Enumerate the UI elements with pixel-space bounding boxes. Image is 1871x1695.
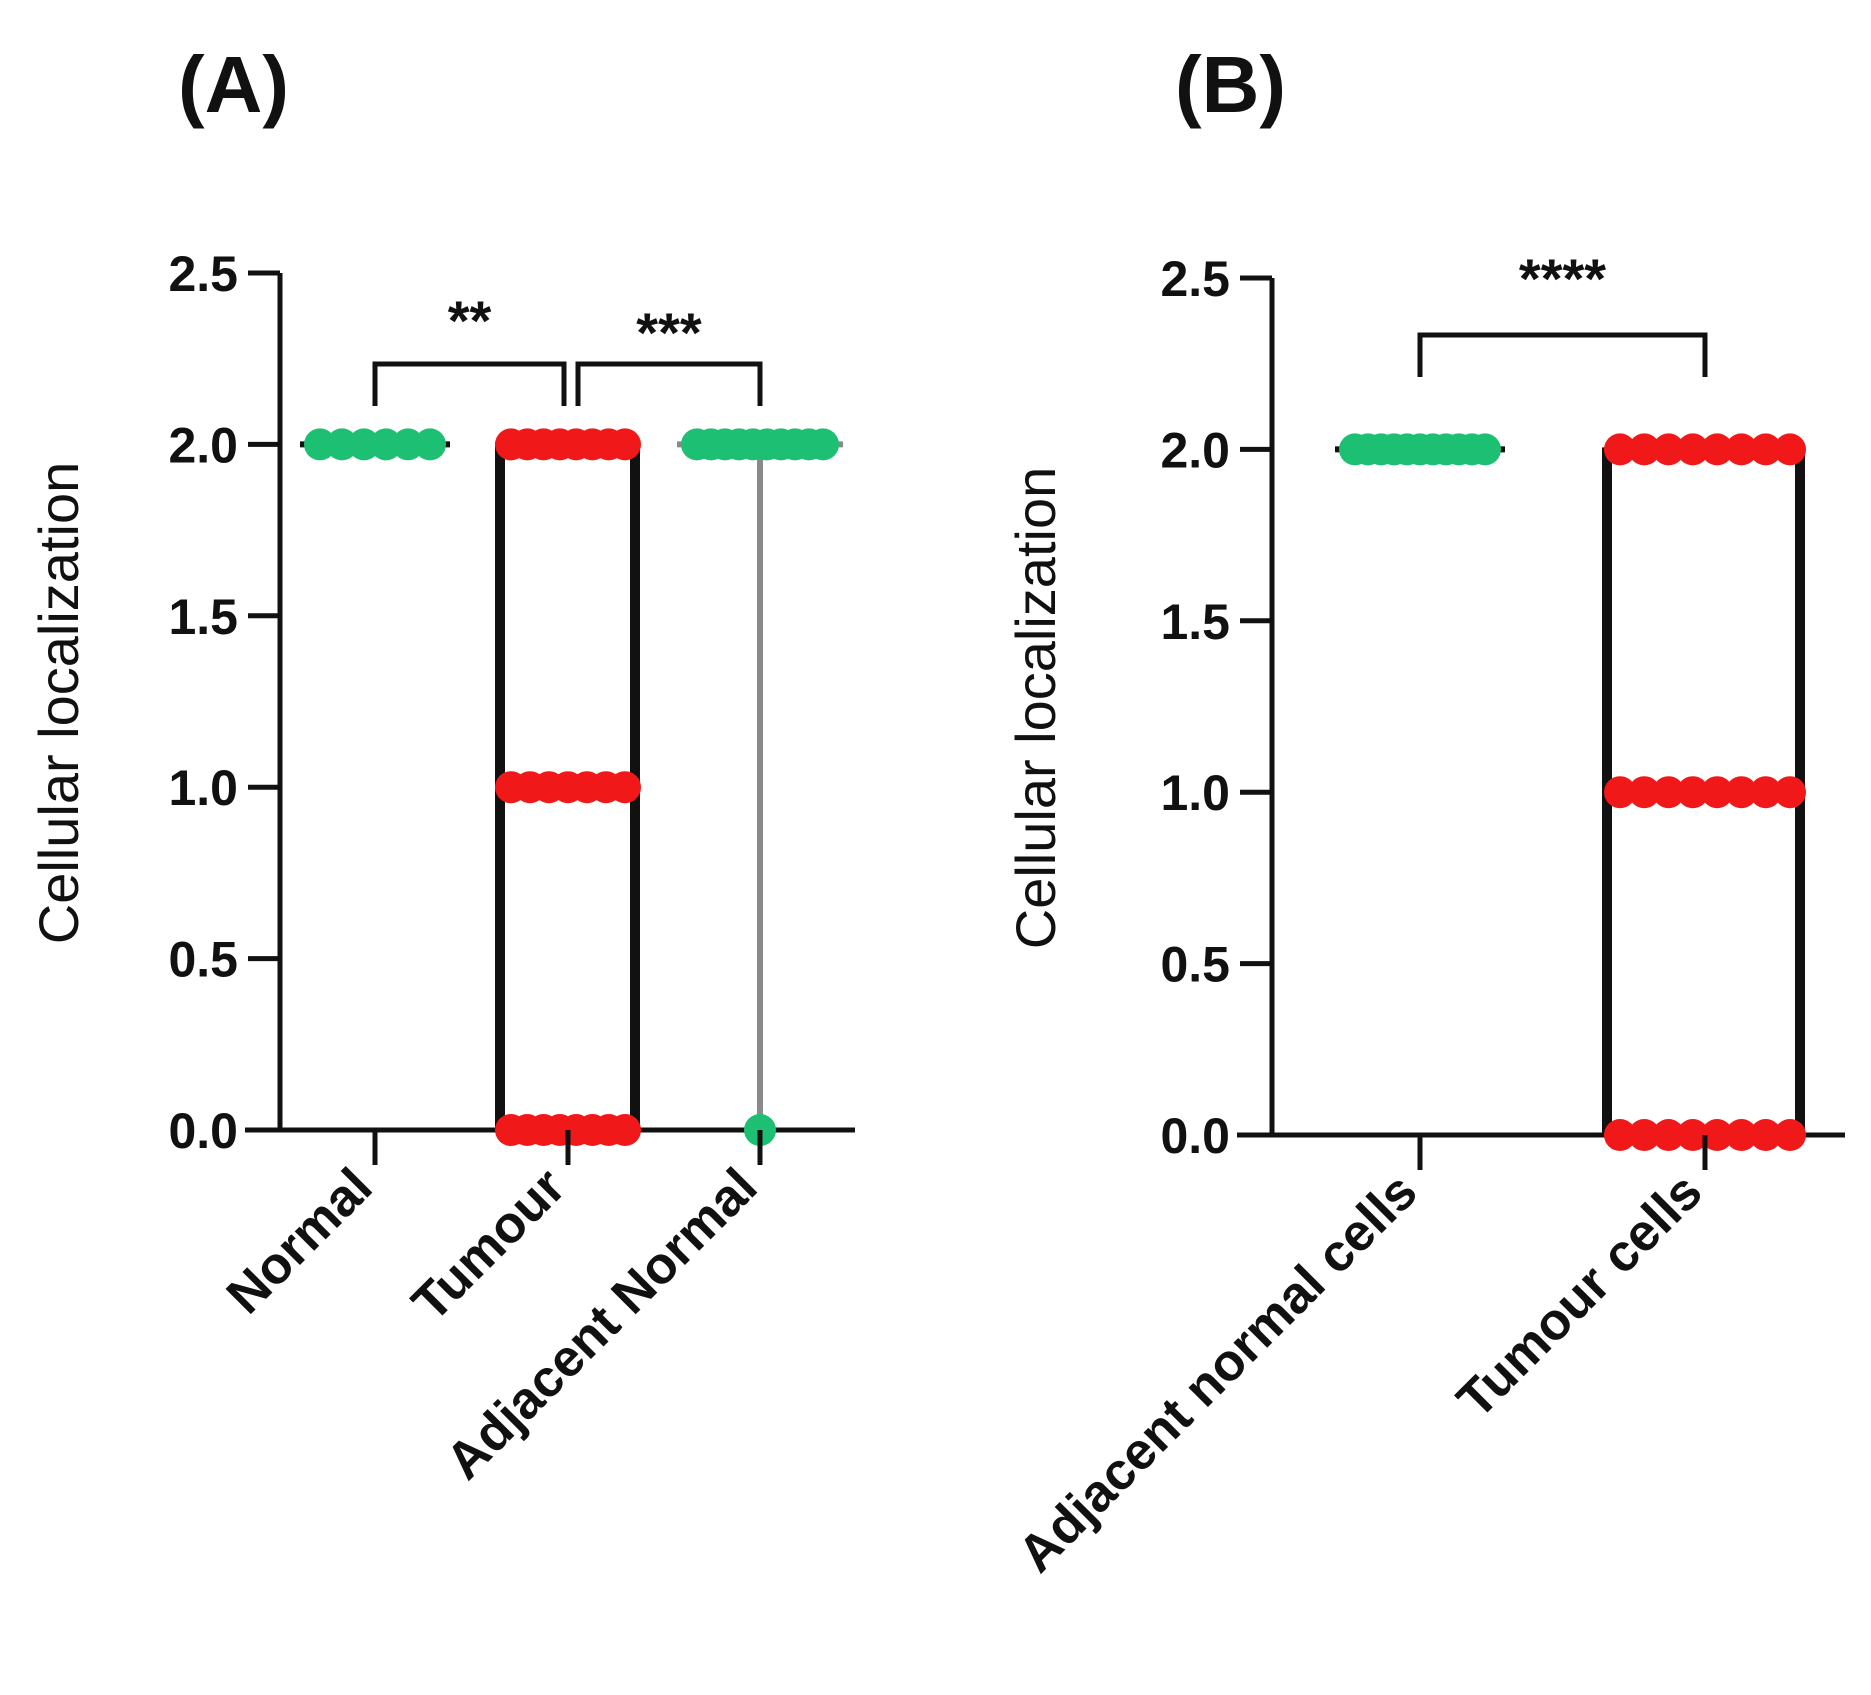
panel-b-data-point xyxy=(1749,1119,1782,1151)
panel-b-y-tick-label: 2.0 xyxy=(1160,422,1230,478)
panel-a-data-point xyxy=(348,428,380,461)
panel-b-significance-bracket xyxy=(1417,332,1708,377)
panel-b-y-tick-label: 0.5 xyxy=(1160,937,1230,993)
panel-a-data-point xyxy=(807,428,839,461)
panel-b-significance: **** xyxy=(1417,247,1708,377)
panel-a-data-point xyxy=(304,428,336,461)
panel-a-significance-bracket xyxy=(575,361,763,406)
panel-b-y-tick-label: 0.0 xyxy=(1160,1108,1230,1164)
panel-b-category-label: Adjacent normal cells xyxy=(1007,1162,1428,1583)
panel-b-data-point xyxy=(1774,776,1806,809)
panel-b-data-point xyxy=(1725,1119,1758,1151)
panel-b-significance-label: **** xyxy=(1519,247,1606,310)
panel-a-data-point xyxy=(392,428,424,461)
panel-b-y-tick-label: 1.0 xyxy=(1160,765,1230,821)
panel-a-y-ticks: 0.0 0.5 1.0 1.5 2.0 2.5 xyxy=(168,246,280,1159)
panel-b-y-axis-title: Cellular localization xyxy=(1004,467,1067,949)
panel-b-data-point xyxy=(1676,1119,1709,1151)
panel-b-data-point xyxy=(1628,1119,1661,1151)
panel-a-data-point xyxy=(326,428,358,461)
panel-a-y-tick-label: 1.5 xyxy=(168,589,238,645)
panel-b-y-ticks: 0.0 0.5 1.0 1.5 2.0 2.5 xyxy=(1160,251,1272,1164)
panel-a-y-axis-title: Cellular localization xyxy=(27,462,90,944)
panel-b-points xyxy=(1339,433,1806,1151)
panel-b-data-point xyxy=(1604,433,1636,466)
panel-a-y-tick-label: 1.0 xyxy=(168,760,238,816)
panel-b-data-point xyxy=(1701,1119,1734,1151)
panel-a-data-point xyxy=(370,428,402,461)
panel-a-significance-label: ** xyxy=(448,289,492,352)
panel-a-y-tick-label: 2.5 xyxy=(168,246,238,302)
panel-b-data-point xyxy=(1652,1119,1685,1151)
panel-a-category-label: Tumour xyxy=(401,1157,576,1332)
panel-b-data-point xyxy=(1604,1119,1636,1151)
panel-b-y-tick-label: 1.5 xyxy=(1160,594,1230,650)
panel-a-category-label: Normal xyxy=(216,1157,384,1325)
panel-b-y-tick-label: 2.5 xyxy=(1160,251,1230,307)
panel-b-data-point xyxy=(1652,433,1685,466)
panel-a-data-point xyxy=(609,771,641,804)
panel-b-label: (B) xyxy=(1175,40,1286,129)
panel-b-data-point xyxy=(1628,776,1661,809)
panel-b-data-point xyxy=(1749,776,1782,809)
panel-b-data-point xyxy=(1774,1119,1806,1151)
panel-b-data-point xyxy=(1701,776,1734,809)
panel-b-data-point xyxy=(1469,433,1501,466)
panel-a-data-point xyxy=(609,1114,641,1146)
panel-b-categories: Adjacent normal cells Tumour cells xyxy=(1007,1135,1713,1584)
panel-a: (A) Cellular localization 0.0 0.5 1.0 1.5 2.… xyxy=(27,40,855,1491)
panel-b-data-point xyxy=(1701,433,1734,466)
panel-a-significance: ** *** xyxy=(372,289,763,406)
panel-a-points xyxy=(304,428,839,1146)
panel-b-data-point xyxy=(1774,433,1806,466)
panel-a-label: (A) xyxy=(178,40,289,129)
panel-b-data-point xyxy=(1676,776,1709,809)
panel-b-data-point xyxy=(1676,433,1709,466)
panel-b-data-point xyxy=(1628,433,1661,466)
panel-b-category-label: Tumour cells xyxy=(1446,1162,1713,1429)
panel-b: (B) Cellular localization 0.0 0.5 1.0 1.5 2.… xyxy=(1004,40,1845,1584)
panel-a-significance-label: *** xyxy=(636,301,702,364)
panel-b-data-point xyxy=(1604,776,1636,809)
panel-a-data-point xyxy=(609,428,641,461)
panel-a-y-tick-label: 0.5 xyxy=(168,932,238,988)
panel-b-data-point xyxy=(1725,433,1758,466)
panel-b-data-point xyxy=(1749,433,1782,466)
panel-b-data-point xyxy=(1725,776,1758,809)
panel-a-y-tick-label: 2.0 xyxy=(168,417,238,473)
panel-b-data-point xyxy=(1652,776,1685,809)
panel-a-significance-bracket xyxy=(372,361,567,406)
panel-a-y-tick-label: 0.0 xyxy=(168,1103,238,1159)
panel-a-data-point xyxy=(414,428,446,461)
